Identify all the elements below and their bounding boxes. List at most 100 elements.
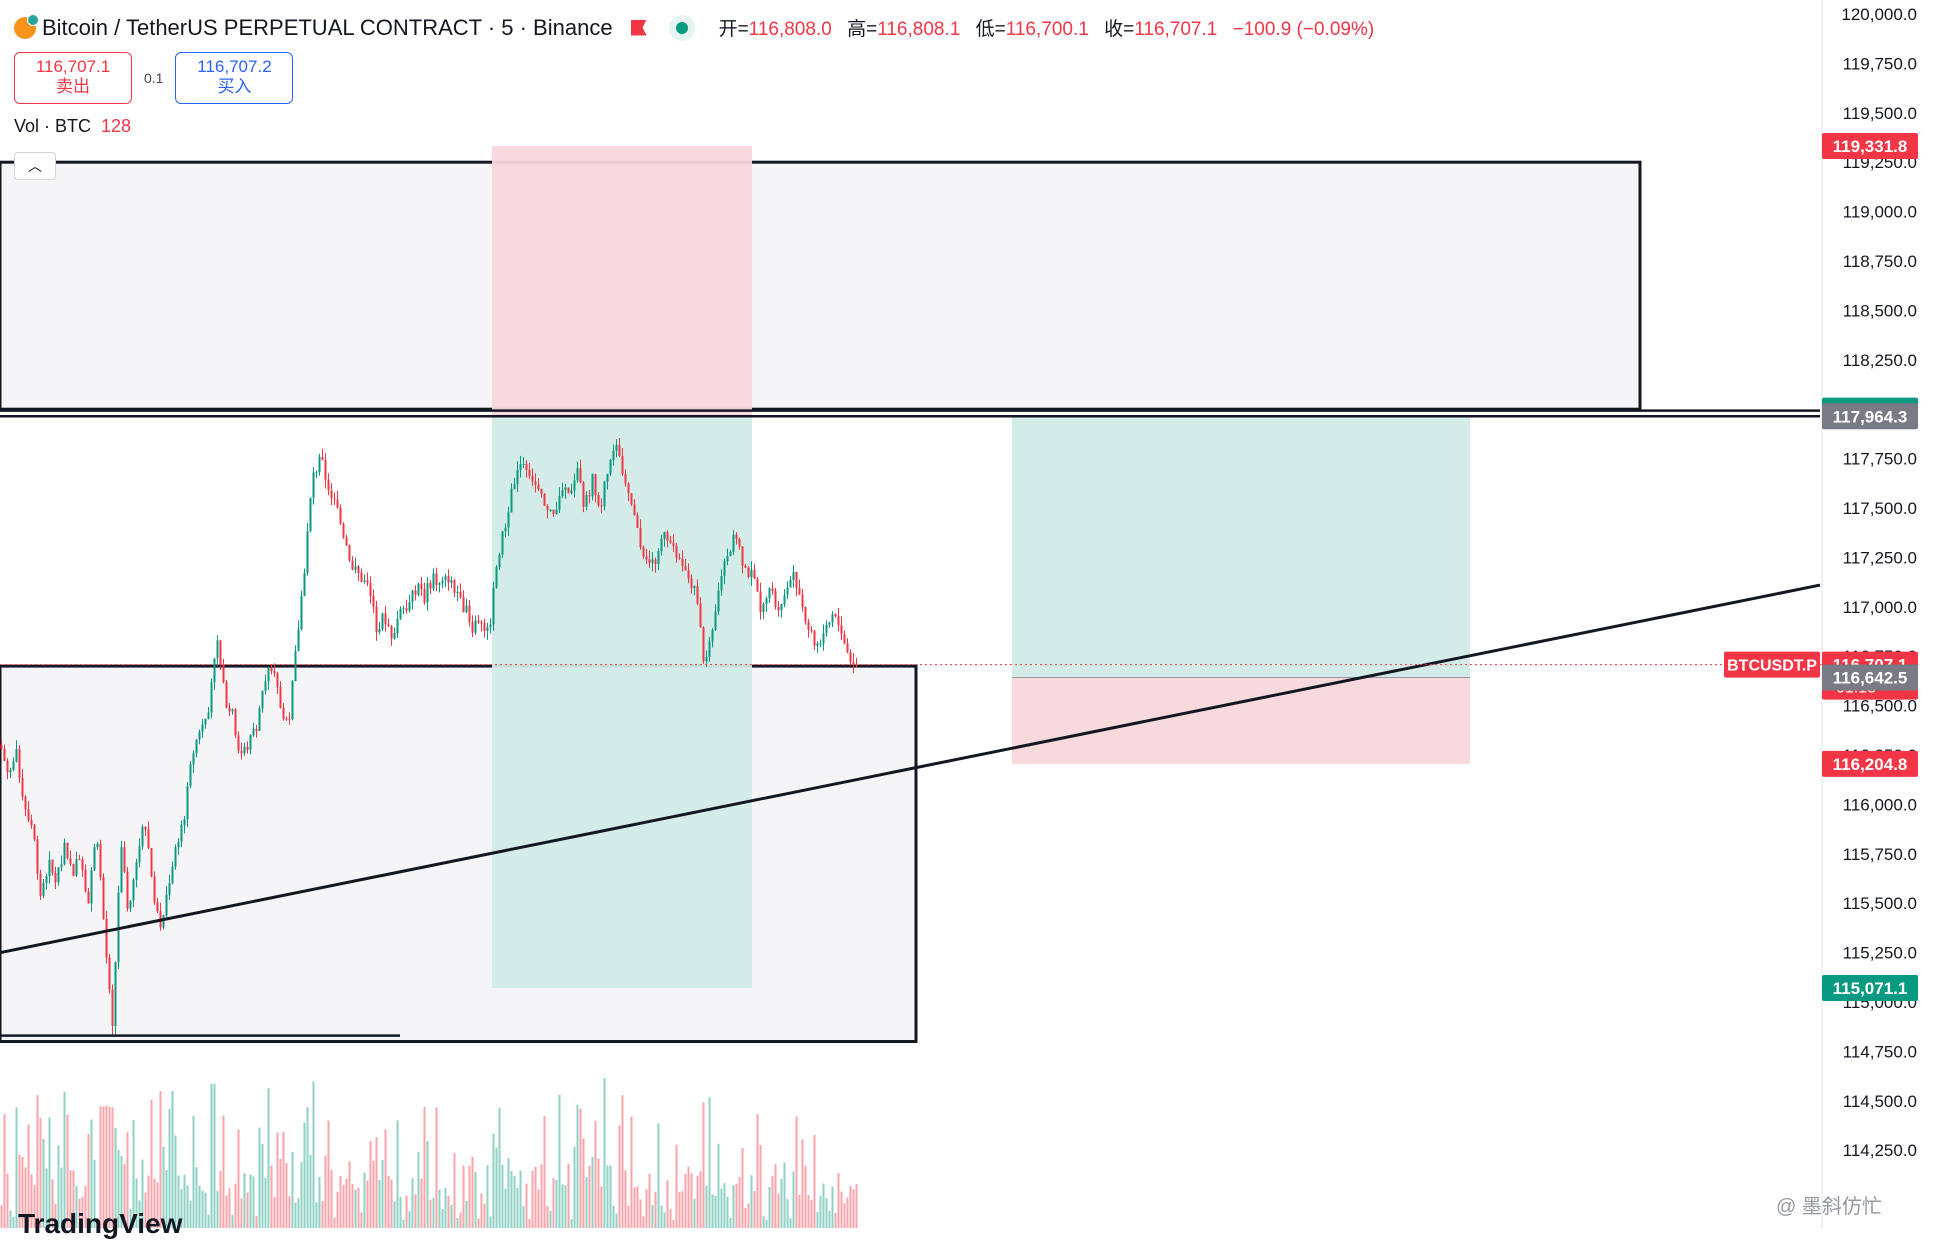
sell-button[interactable]: 116,707.1 卖出 (14, 52, 132, 104)
candle-body (171, 866, 174, 884)
volume-bar (699, 1171, 702, 1228)
symbol-title[interactable]: Bitcoin / TetherUS PERPETUAL CONTRACT · … (42, 14, 613, 40)
volume-bar (159, 1091, 162, 1228)
candle-body (108, 957, 111, 990)
volume-bar (138, 1200, 141, 1228)
volume-bar (285, 1163, 288, 1228)
volume-bar (66, 1114, 69, 1228)
candle-body (174, 847, 177, 867)
volume-bar (333, 1217, 336, 1228)
candle-body (429, 583, 432, 589)
volume-bar (348, 1161, 351, 1228)
candle-body (114, 962, 117, 1026)
candle-body (474, 620, 477, 633)
collapse-legend-button[interactable]: ︿ (14, 152, 56, 180)
volume-bar (720, 1188, 723, 1228)
candle-body (105, 918, 108, 958)
candle-body (405, 608, 408, 611)
candle-body (45, 876, 48, 883)
volume-bar (822, 1183, 825, 1228)
candle-body (546, 505, 549, 510)
candle-body (846, 643, 849, 653)
volume-bar (393, 1201, 396, 1228)
candle-body (645, 556, 648, 560)
candle-body (834, 614, 837, 617)
buy-button[interactable]: 116,707.2 买入 (175, 52, 294, 104)
zone-box[interactable] (0, 160, 1642, 411)
symbol-tag-box (1724, 651, 1820, 678)
volume-bar (303, 1122, 306, 1228)
volume-bar (648, 1174, 651, 1228)
volume-bar (762, 1216, 765, 1228)
candle-body (738, 538, 741, 547)
volume-bar (75, 1185, 78, 1228)
volume-bar (51, 1179, 54, 1228)
candle-body (342, 523, 345, 538)
candle-body (420, 583, 423, 590)
candle-body (33, 825, 36, 840)
candle-body (6, 760, 9, 773)
candle-body (801, 594, 804, 607)
candle-body (690, 578, 693, 589)
volume-bar (222, 1115, 225, 1228)
volume-bar (798, 1194, 801, 1228)
candle-body (810, 629, 813, 631)
volume-bar (255, 1215, 258, 1228)
volume-bar (198, 1185, 201, 1228)
candle-body (621, 456, 624, 475)
candle-body (618, 444, 621, 457)
volume-bar (180, 1189, 183, 1228)
flag-icon[interactable] (630, 19, 647, 36)
volume-bar (528, 1218, 531, 1228)
candle-body (72, 863, 75, 876)
volume-bar (663, 1212, 666, 1228)
volume-bar (213, 1083, 216, 1228)
candle-body (189, 764, 192, 787)
volume-bar (795, 1116, 798, 1228)
volume-bar (90, 1119, 93, 1228)
volume-bar (849, 1185, 852, 1228)
volume-bar (171, 1090, 174, 1228)
volume-bar (543, 1116, 546, 1228)
volume-bar (78, 1198, 81, 1228)
volume-bar (306, 1107, 309, 1228)
volume-bar (354, 1189, 357, 1228)
candle-body (816, 643, 819, 646)
volume-bar (282, 1131, 285, 1228)
volume-bar (549, 1210, 552, 1228)
volume-bar (834, 1213, 837, 1228)
zone-box[interactable] (0, 664, 918, 1044)
volume-bar (234, 1183, 237, 1228)
volume-bar (468, 1165, 471, 1228)
candle-body (285, 718, 288, 720)
volume-bar (12, 1216, 15, 1228)
volume-bar (846, 1197, 849, 1228)
volume-bar (747, 1203, 750, 1228)
candle-body (705, 657, 708, 662)
candle-body (258, 708, 261, 731)
volume-bar (591, 1156, 594, 1228)
volume-bar (540, 1164, 543, 1228)
price-label: 119,331.8 (1833, 137, 1908, 156)
volume-bar (840, 1191, 843, 1228)
candle-body (438, 583, 441, 585)
candle-body (825, 624, 828, 634)
volume-bar (435, 1107, 438, 1228)
candle-body (513, 484, 516, 489)
market-status-icon[interactable] (668, 14, 695, 41)
candle-body (534, 481, 537, 485)
candle-body (360, 572, 363, 582)
volume-bar (669, 1209, 672, 1228)
candle-body (828, 622, 831, 625)
candle-body (711, 629, 714, 642)
volume-bar (645, 1189, 648, 1228)
volume-bar (801, 1139, 804, 1228)
volume-bar (618, 1125, 621, 1228)
volume-bar (579, 1108, 582, 1228)
price-tick-label: 115,750.0 (1843, 845, 1917, 864)
volume-bar (522, 1206, 525, 1228)
volume-bar (537, 1189, 540, 1228)
candle-body (216, 640, 219, 659)
volume-bar (723, 1183, 726, 1228)
